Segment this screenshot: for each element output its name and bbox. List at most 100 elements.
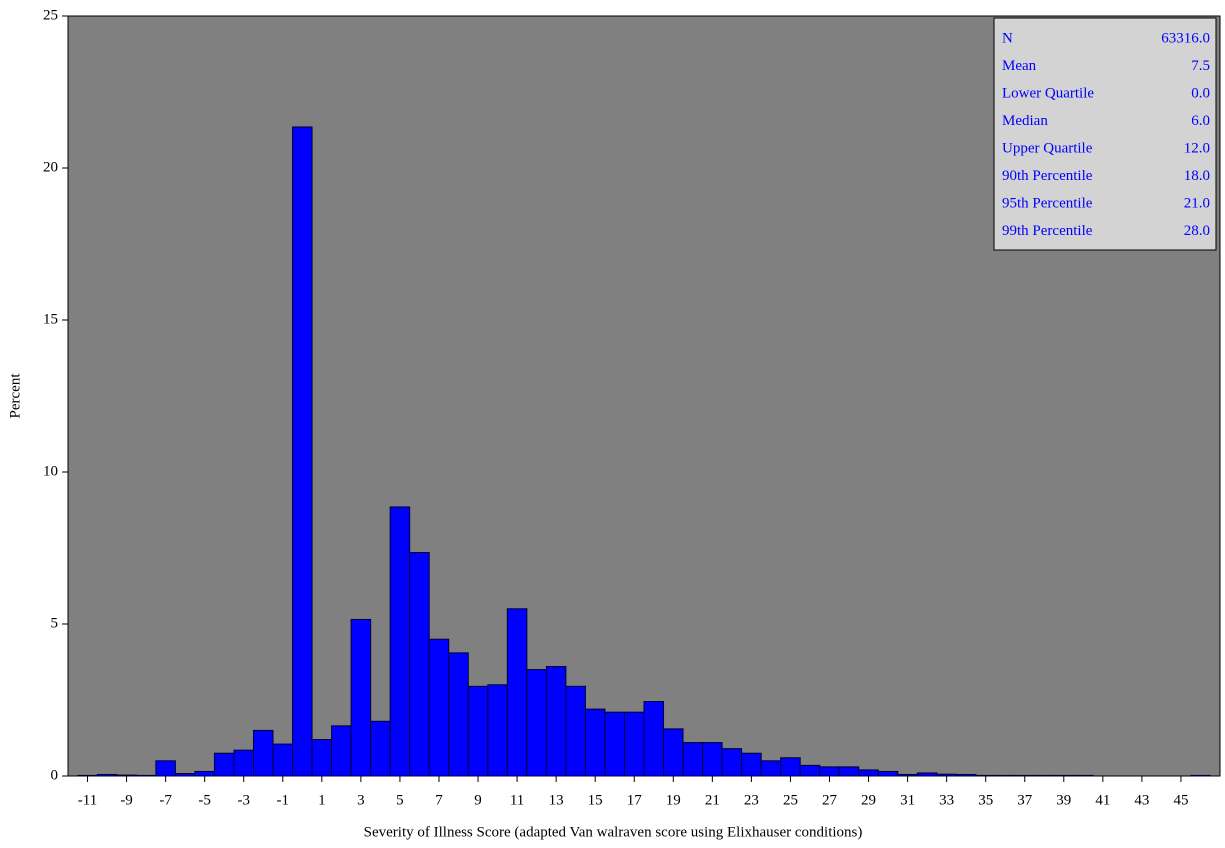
bar [858,769,879,777]
x-tick-label: 39 [1056,792,1071,808]
bar [936,773,957,777]
bar [350,618,372,777]
stat-label: Median [1002,113,1048,129]
bar [135,774,157,777]
bar [428,638,450,777]
x-tick-label: 37 [1017,792,1033,808]
bar [487,684,508,777]
y-tick-label: 20 [43,159,58,175]
stat-value: 0.0 [1191,85,1210,101]
bar [897,773,918,777]
bar [292,126,313,777]
bar [545,666,567,777]
bar [643,701,665,777]
x-tick-label: 17 [627,792,643,808]
x-tick-label: 25 [783,792,798,808]
x-tick-label: 1 [318,792,326,808]
x-tick-label: -3 [237,792,250,808]
bar [682,742,704,777]
bar [1053,774,1075,777]
x-tick-label: 9 [474,792,482,808]
bar [409,552,430,777]
bar [213,752,235,777]
y-tick-label: 5 [51,615,59,631]
bar [96,773,118,777]
bar [838,766,860,777]
stat-label: 99th Percentile [1002,223,1093,239]
bar [663,728,684,777]
stat-label: N [1002,30,1013,46]
bar [155,760,176,777]
bar [955,773,977,777]
x-tick-label: 29 [861,792,876,808]
bar [174,773,196,777]
x-tick-label: 33 [939,792,954,808]
y-tick-label: 15 [43,311,58,327]
bar [819,766,840,777]
x-tick-label: 7 [435,792,443,808]
bar [916,772,938,777]
x-tick-label: 13 [549,792,564,808]
bar [506,608,528,777]
x-tick-label: 41 [1095,792,1110,808]
stat-label: 90th Percentile [1002,168,1093,184]
bar [565,685,586,777]
x-tick-label: 15 [588,792,603,808]
bar [331,725,352,777]
y-axis-label: Percent [7,373,23,419]
bar [604,711,625,777]
x-tick-label: 43 [1134,792,1149,808]
y-tick-label: 0 [51,767,59,783]
x-tick-label: 21 [705,792,720,808]
bar [311,739,333,777]
bar [702,742,723,777]
x-tick-label: 11 [510,792,524,808]
bar [526,669,547,777]
bar [1014,774,1036,777]
x-axis-label: Severity of Illness Score (adapted Van w… [364,824,863,840]
stat-value: 63316.0 [1161,30,1210,46]
x-tick-label: 3 [357,792,365,808]
x-tick-label: -5 [198,792,211,808]
bar [77,774,98,777]
bar [994,774,1016,777]
stats-box [993,17,1217,251]
bar [252,729,274,777]
stat-label: Mean [1002,58,1037,74]
bar [467,685,489,777]
stat-value: 28.0 [1184,223,1210,239]
stat-value: 21.0 [1184,195,1210,211]
bar [741,752,762,777]
stat-label: 95th Percentile [1002,195,1093,211]
bar [272,743,294,777]
stat-value: 18.0 [1184,168,1210,184]
stat-value: 6.0 [1191,113,1210,129]
stat-label: Lower Quartile [1002,85,1094,101]
x-tick-label: -9 [120,792,133,808]
bar [370,720,391,777]
x-tick-label: 45 [1173,792,1188,808]
stat-label: Upper Quartile [1002,140,1093,156]
x-tick-label: 5 [396,792,404,808]
bar [116,774,137,777]
x-tick-label: 31 [900,792,915,808]
x-tick-label: -7 [159,792,172,808]
stat-value: 12.0 [1184,140,1210,156]
x-tick-label: 27 [822,792,838,808]
x-tick-label: 35 [978,792,993,808]
bar [1034,774,1055,777]
bar [721,748,743,777]
bar [1073,774,1094,777]
x-tick-label: 19 [666,792,681,808]
bar [760,760,782,777]
stat-value: 7.5 [1191,58,1210,74]
bar [799,764,821,777]
bar [780,757,801,777]
x-tick-label: -11 [78,792,97,808]
bar [389,506,411,777]
x-tick-label: 23 [744,792,759,808]
bar [233,749,254,777]
bar [194,770,215,777]
bar [584,708,606,777]
